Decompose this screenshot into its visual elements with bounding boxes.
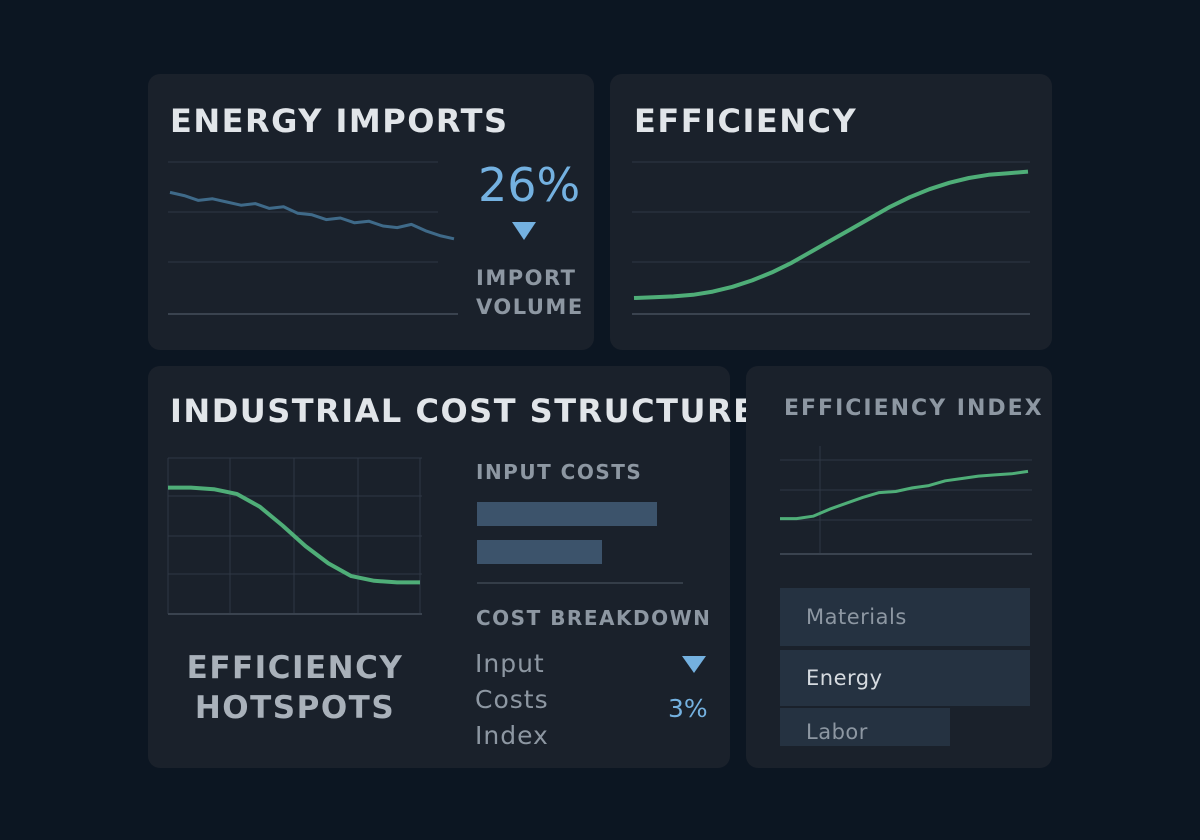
efficiency-index-series-line xyxy=(780,469,1029,521)
input-cost-bar xyxy=(477,502,657,526)
efficiency-chart xyxy=(632,161,1030,315)
legend-row-materials: Materials xyxy=(780,588,1030,646)
efficiency-panel: EFFICIENCY xyxy=(610,74,1052,350)
efficiency-hotspots-chart xyxy=(167,457,422,615)
efficiency-hotspots-line2: HOTSPOTS xyxy=(194,690,396,726)
cost-breakdown-line3: Index xyxy=(475,721,549,750)
energy-imports-title: ENERGY IMPORTS xyxy=(170,102,509,140)
industrial-cost-panel: INDUSTRIAL COST STRUCTURES EFFICIENCY HO… xyxy=(148,366,780,768)
efficiency-hotspots-line1: EFFICIENCY xyxy=(186,650,404,686)
legend-row-energy: Energy xyxy=(780,650,1030,706)
efficiency-index-panel: EFFICIENCY INDEX Materials Energy Labor xyxy=(746,366,1052,768)
import-kpi-label-line1: IMPORT xyxy=(476,266,577,290)
input-cost-bar xyxy=(477,540,602,564)
cost-breakdown-label: Input Costs Index xyxy=(475,646,549,754)
import-kpi-label-line2: VOLUME xyxy=(476,295,584,319)
energy-imports-panel: ENERGY IMPORTS 26% IMPORT VOLUME xyxy=(148,74,594,350)
hotspots-series-line xyxy=(168,485,420,585)
import-kpi-label: IMPORT VOLUME xyxy=(476,264,584,322)
efficiency-index-chart xyxy=(780,446,1032,555)
efficiency-index-title: EFFICIENCY INDEX xyxy=(784,396,1044,421)
legend-label: Materials xyxy=(806,605,907,629)
cost-breakdown-line1: Input xyxy=(475,649,545,678)
efficiency-title: EFFICIENCY xyxy=(634,102,858,140)
cost-breakdown-line2: Costs xyxy=(475,685,549,714)
cost-breakdown-title: COST BREAKDOWN xyxy=(476,606,712,630)
legend-row-labor: Labor xyxy=(780,708,950,746)
legend-label: Energy xyxy=(806,666,883,690)
down-triangle-icon xyxy=(512,222,536,240)
import-kpi-value: 26% xyxy=(478,158,581,212)
efficiency-hotspots-label: EFFICIENCY HOTSPOTS xyxy=(170,648,420,728)
legend-label: Labor xyxy=(806,720,868,744)
divider xyxy=(477,582,683,584)
import-series-line xyxy=(169,190,455,241)
efficiency-series-line xyxy=(633,169,1029,300)
input-costs-title: INPUT COSTS xyxy=(476,460,643,484)
energy-imports-chart xyxy=(168,161,458,315)
down-triangle-icon xyxy=(682,656,706,673)
cost-breakdown-value: 3% xyxy=(668,694,708,723)
industrial-cost-title: INDUSTRIAL COST STRUCTURES xyxy=(170,392,781,430)
